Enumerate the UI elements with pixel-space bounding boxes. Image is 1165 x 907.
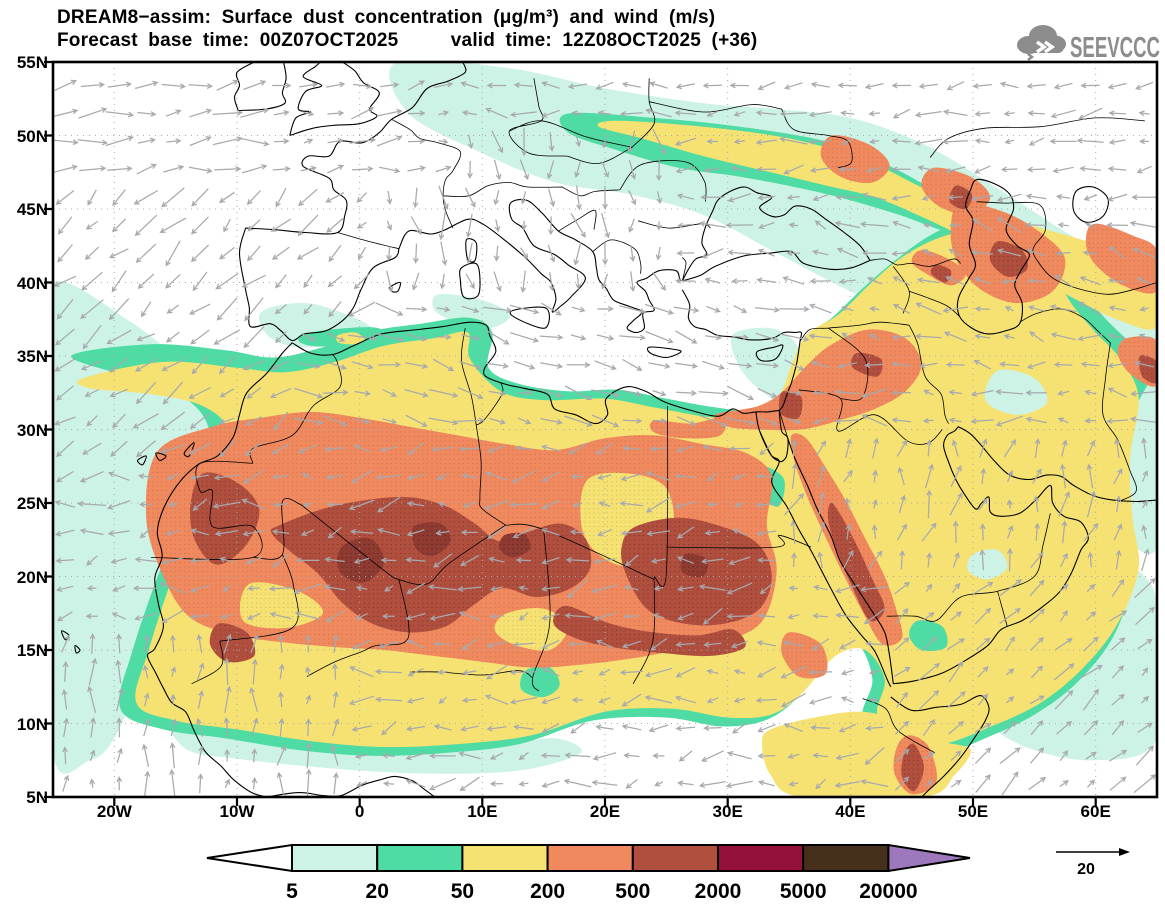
lon-label: 30E xyxy=(712,802,743,821)
chart-subtitle: Forecast base time: 00Z07OCT2025 valid t… xyxy=(57,30,758,51)
title-block: DREAM8−assim: Surface dust concentration… xyxy=(57,6,757,52)
seevccc-logo: SEEVCCC xyxy=(1017,25,1160,64)
lon-label: 20W xyxy=(96,802,132,821)
wind-reference-value: 20 xyxy=(1077,861,1095,878)
lat-label: 10N xyxy=(16,714,48,734)
wind-reference: 20 xyxy=(1056,848,1130,878)
lon-label: 40E xyxy=(835,802,866,821)
lat-label: 30N xyxy=(16,420,48,440)
colorbar-segment xyxy=(631,844,719,872)
lon-label: 10E xyxy=(467,802,498,821)
colorbar-segment xyxy=(802,844,890,872)
colorbar-below-arrow xyxy=(206,843,293,873)
country-borders xyxy=(151,78,1157,754)
coastlines xyxy=(60,62,1157,797)
colorbar-segment xyxy=(546,844,634,872)
lat-label: 15N xyxy=(16,641,48,660)
colorbar-and-windref: 5 20 50 200 500 2000 5000 20000 20 xyxy=(206,843,1130,903)
lon-label: 10W xyxy=(219,802,255,821)
colorbar-label: 20000 xyxy=(859,880,917,903)
lat-label: 25N xyxy=(16,494,48,513)
colorbar-label: 5 xyxy=(286,880,298,903)
axis-ticks xyxy=(44,60,1097,806)
map-layers xyxy=(53,62,1157,797)
colorbar-segment xyxy=(376,844,464,872)
colorbar-label: 5000 xyxy=(780,880,827,903)
colorbar-segment xyxy=(717,844,805,872)
lat-label: 35N xyxy=(16,347,48,366)
colorbar-label: 2000 xyxy=(695,880,742,903)
chart-title: DREAM8−assim: Surface dust concentration… xyxy=(57,7,716,28)
colorbar-label: 200 xyxy=(530,880,565,903)
colorbar-segment xyxy=(461,844,549,872)
cloud-logo-icon xyxy=(1017,25,1066,61)
lat-label: 55N xyxy=(16,53,48,72)
logo-text: SEEVCCC xyxy=(1070,32,1160,64)
lat-label: 40N xyxy=(16,273,48,293)
lon-label: 60E xyxy=(1080,802,1111,821)
lat-label: 50N xyxy=(16,126,48,146)
dust-map xyxy=(44,60,1159,806)
colorbar-label: 50 xyxy=(451,880,474,903)
lon-label: 20E xyxy=(589,802,621,821)
wind-vectors xyxy=(53,79,1157,797)
lon-label: 50E xyxy=(957,802,989,821)
colorbar-above-arrow xyxy=(887,843,971,873)
colorbar-label: 20 xyxy=(366,880,389,903)
lat-label: 20N xyxy=(16,567,48,587)
colorbar-label: 500 xyxy=(615,880,650,903)
lat-label: 45N xyxy=(16,200,48,219)
wind-reference-arrow-icon xyxy=(1119,848,1130,856)
colorbar: 5 20 50 200 500 2000 5000 20000 xyxy=(206,843,971,903)
colorbar-segment xyxy=(291,844,379,872)
lon-label: 0 xyxy=(354,802,365,821)
lat-label: 5N xyxy=(26,788,48,807)
